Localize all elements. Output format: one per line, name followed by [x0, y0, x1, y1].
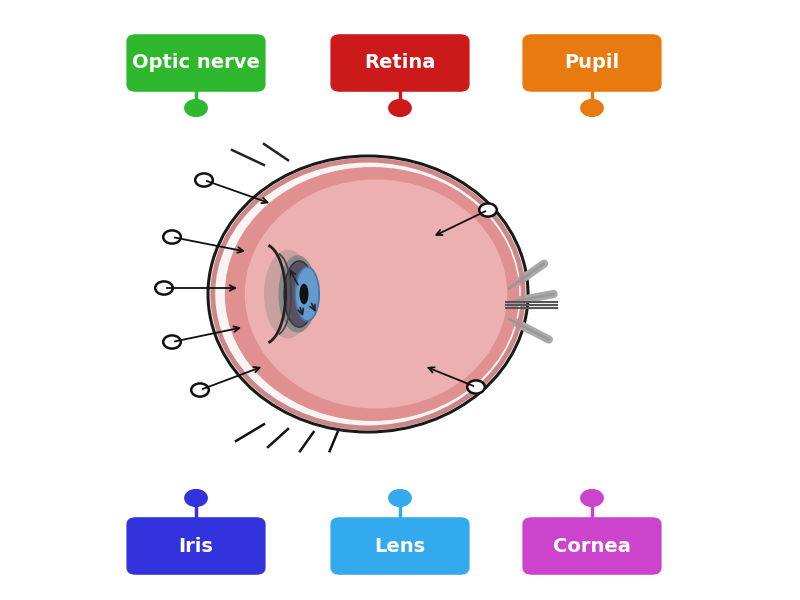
Circle shape [581, 100, 603, 116]
Circle shape [185, 100, 207, 116]
Circle shape [479, 203, 497, 217]
Circle shape [155, 281, 173, 295]
Text: Pupil: Pupil [565, 53, 619, 73]
Circle shape [467, 380, 485, 394]
FancyBboxPatch shape [522, 517, 662, 575]
Ellipse shape [208, 156, 528, 432]
Ellipse shape [245, 179, 507, 409]
Text: Iris: Iris [178, 536, 214, 556]
Ellipse shape [284, 261, 314, 327]
Text: Retina: Retina [364, 53, 436, 73]
Text: Lens: Lens [374, 536, 426, 556]
Ellipse shape [299, 284, 309, 304]
Ellipse shape [225, 167, 519, 421]
Circle shape [163, 230, 181, 244]
Circle shape [163, 335, 181, 349]
Circle shape [191, 383, 209, 397]
Text: Cornea: Cornea [553, 536, 631, 556]
Ellipse shape [264, 250, 312, 338]
FancyBboxPatch shape [330, 34, 470, 92]
Ellipse shape [278, 256, 317, 332]
FancyBboxPatch shape [330, 517, 470, 575]
Circle shape [185, 490, 207, 506]
Circle shape [581, 490, 603, 506]
Circle shape [389, 490, 411, 506]
FancyBboxPatch shape [126, 34, 266, 92]
Circle shape [389, 100, 411, 116]
FancyBboxPatch shape [126, 517, 266, 575]
Ellipse shape [295, 267, 319, 321]
Text: Optic nerve: Optic nerve [132, 53, 260, 73]
FancyBboxPatch shape [522, 34, 662, 92]
Circle shape [195, 173, 213, 187]
